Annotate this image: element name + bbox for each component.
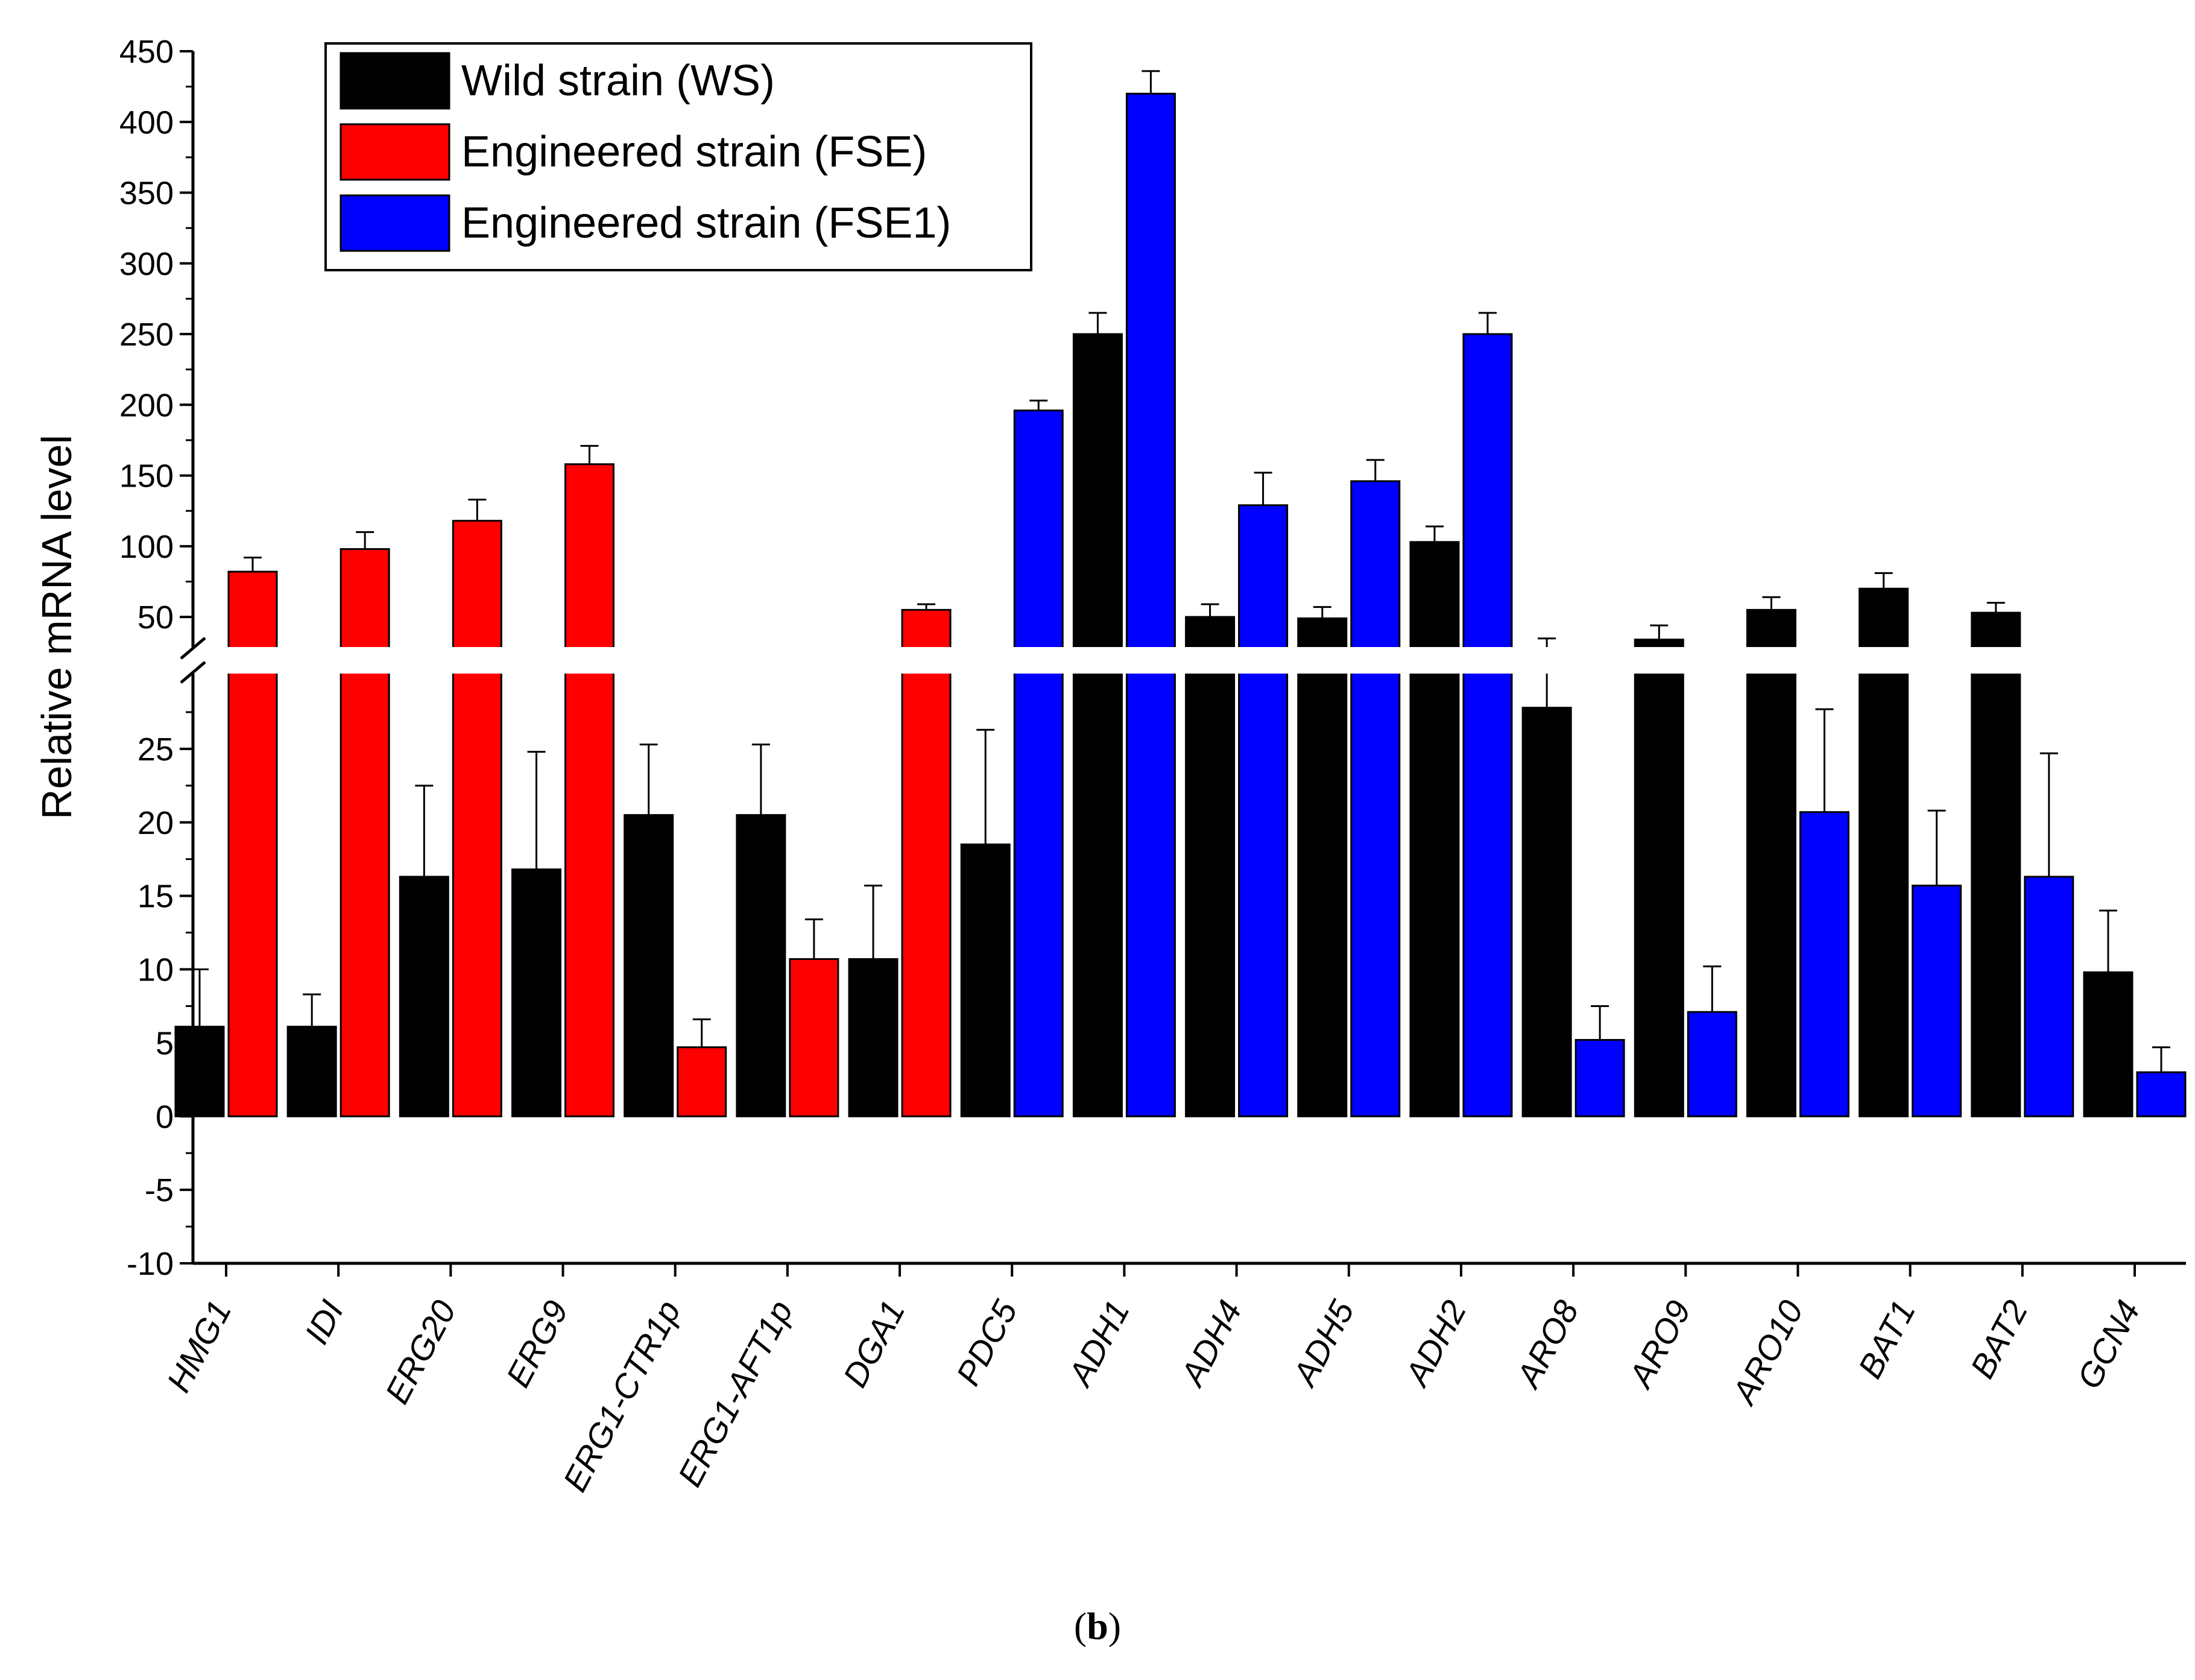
- bar-fse1-bat2: [2024, 876, 2074, 1117]
- bar-ws-erg1-aft1p: [736, 814, 786, 1117]
- x-tick-label-adh4: ADH4: [1172, 1294, 1249, 1393]
- y-tick-label-lower: 20: [137, 805, 174, 841]
- figure-caption: (b): [0, 1604, 2195, 1649]
- x-tick-label-adh1: ADH1: [1060, 1294, 1137, 1393]
- y-tick-label-upper: 100: [119, 529, 174, 565]
- bar-fse-idi: [340, 548, 390, 1117]
- bar-fse1-adh4: [1238, 504, 1289, 1117]
- bar-fse1-gcn4: [2136, 1071, 2187, 1117]
- x-tick-label-erg1-aft1p: ERG1-AFT1p: [671, 1294, 800, 1492]
- bar-ws-idi: [286, 1026, 337, 1117]
- bar-ws-dga1: [848, 958, 899, 1117]
- bar-ws-pdc5: [960, 843, 1011, 1117]
- bar-ws-adh2: [1409, 541, 1460, 1117]
- legend-swatch-ws: [340, 52, 450, 110]
- bar-fse-dga1: [901, 608, 952, 1117]
- x-tick-label-aro10: ARO10: [1724, 1294, 1810, 1411]
- bar-ws-aro8: [1521, 707, 1572, 1117]
- x-tick-label-aro8: ARO8: [1508, 1294, 1586, 1395]
- caption-close: ): [1108, 1605, 1122, 1647]
- bar-ws-erg1-ctr1p: [624, 814, 674, 1117]
- legend-swatch-fse: [340, 123, 450, 181]
- legend-label-fse: Engineered strain (FSE): [461, 128, 927, 176]
- y-axis-title: Relative mRNA level: [33, 435, 80, 819]
- legend-label-fse1: Engineered strain (FSE1): [461, 199, 951, 247]
- bar-ws-adh1: [1072, 333, 1123, 1117]
- y-tick-label-upper: 450: [119, 34, 174, 70]
- x-tick-label-gcn4: GCN4: [2070, 1294, 2147, 1395]
- bar-ws-aro9: [1634, 639, 1684, 1117]
- x-tick-label-erg1-ctr1p: ERG1-CTR1p: [555, 1294, 687, 1497]
- bar-fse1-aro8: [1574, 1039, 1625, 1117]
- bar-ws-bat2: [1971, 611, 2021, 1117]
- y-tick-label-lower: 15: [137, 879, 174, 915]
- y-tick-label-upper: 200: [119, 387, 174, 423]
- bar-ws-bat1: [1859, 587, 1909, 1117]
- x-tick-label-erg20: ERG20: [377, 1294, 463, 1410]
- legend-swatch-fse1: [340, 194, 450, 252]
- x-tick-label-bat2: BAT2: [1963, 1294, 2035, 1385]
- axis-break-mark-upper: [180, 637, 206, 660]
- bar-ws-erg20: [399, 876, 449, 1117]
- x-tick-label-idi: IDI: [297, 1294, 351, 1350]
- caption-open: (: [1073, 1605, 1087, 1647]
- y-tick-label-lower: -5: [145, 1172, 174, 1208]
- bar-fse-erg9: [564, 463, 615, 1117]
- bar-fse1-aro9: [1687, 1011, 1737, 1117]
- bar-fse-erg20: [452, 520, 502, 1117]
- bar-ws-adh5: [1297, 617, 1348, 1117]
- x-tick-label-erg9: ERG9: [499, 1294, 575, 1393]
- y-tick-label-upper: 150: [119, 458, 174, 494]
- bar-fse1-aro10: [1799, 811, 1849, 1117]
- x-tick-label-pdc5: PDC5: [949, 1293, 1025, 1391]
- axis-break-mark-lower: [180, 661, 206, 684]
- y-tick-label-lower: 0: [156, 1099, 174, 1135]
- bar-ws-gcn4: [2083, 971, 2133, 1117]
- bar-fse-erg1-ctr1p: [677, 1046, 727, 1117]
- y-tick-label-lower: 5: [156, 1025, 174, 1061]
- y-tick-label-lower: -10: [127, 1246, 174, 1282]
- caption-letter: b: [1087, 1605, 1108, 1647]
- bar-ws-aro10: [1746, 608, 1796, 1117]
- bar-fse-erg1-aft1p: [789, 958, 839, 1117]
- y-tick-label-upper: 250: [119, 317, 174, 353]
- bar-ws-hmg1: [174, 1026, 225, 1117]
- x-tick-label-adh2: ADH2: [1397, 1294, 1473, 1393]
- x-tick-label-aro9: ARO9: [1620, 1294, 1698, 1395]
- bar-fse1-adh2: [1462, 333, 1513, 1117]
- y-tick-label-lower: 10: [137, 952, 174, 988]
- x-tick-label-adh5: ADH5: [1284, 1293, 1362, 1393]
- y-tick-label-upper: 50: [137, 599, 174, 636]
- x-tick-label-hmg1: HMG1: [159, 1294, 239, 1398]
- y-tick-label-lower: 25: [137, 731, 174, 768]
- legend-label-ws: Wild strain (WS): [461, 57, 775, 105]
- bar-fse1-adh5: [1350, 480, 1401, 1117]
- y-tick-label-upper: 300: [119, 246, 174, 282]
- bar-ws-adh4: [1185, 616, 1236, 1117]
- y-tick-label-upper: 350: [119, 175, 174, 212]
- bar-ws-erg9: [511, 868, 562, 1117]
- axis-break-gap: [157, 647, 2186, 674]
- x-tick-label-bat1: BAT1: [1851, 1294, 1922, 1385]
- y-tick-label-upper: 400: [119, 104, 174, 141]
- x-tick-label-dga1: DGA1: [835, 1294, 912, 1393]
- bar-fse1-adh1: [1125, 92, 1176, 1117]
- bar-fse1-pdc5: [1013, 409, 1064, 1117]
- bar-fse1-bat1: [1912, 885, 1962, 1117]
